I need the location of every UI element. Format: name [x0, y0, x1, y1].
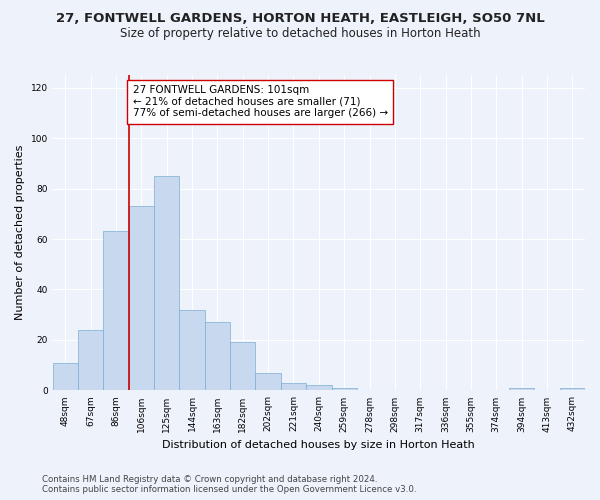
- Bar: [509, 388, 535, 390]
- Bar: [179, 310, 205, 390]
- Bar: [53, 362, 78, 390]
- Bar: [103, 232, 129, 390]
- Bar: [78, 330, 103, 390]
- Bar: [332, 388, 357, 390]
- Bar: [306, 386, 332, 390]
- Bar: [230, 342, 256, 390]
- Text: 27 FONTWELL GARDENS: 101sqm
← 21% of detached houses are smaller (71)
77% of sem: 27 FONTWELL GARDENS: 101sqm ← 21% of det…: [133, 85, 388, 118]
- Text: Contains HM Land Registry data © Crown copyright and database right 2024.: Contains HM Land Registry data © Crown c…: [42, 474, 377, 484]
- Bar: [154, 176, 179, 390]
- Text: 27, FONTWELL GARDENS, HORTON HEATH, EASTLEIGH, SO50 7NL: 27, FONTWELL GARDENS, HORTON HEATH, EAST…: [56, 12, 544, 26]
- Text: Size of property relative to detached houses in Horton Heath: Size of property relative to detached ho…: [119, 28, 481, 40]
- Bar: [256, 373, 281, 390]
- Bar: [205, 322, 230, 390]
- Bar: [129, 206, 154, 390]
- Text: Contains public sector information licensed under the Open Government Licence v3: Contains public sector information licen…: [42, 484, 416, 494]
- Bar: [560, 388, 585, 390]
- Bar: [281, 383, 306, 390]
- X-axis label: Distribution of detached houses by size in Horton Heath: Distribution of detached houses by size …: [163, 440, 475, 450]
- Y-axis label: Number of detached properties: Number of detached properties: [15, 145, 25, 320]
